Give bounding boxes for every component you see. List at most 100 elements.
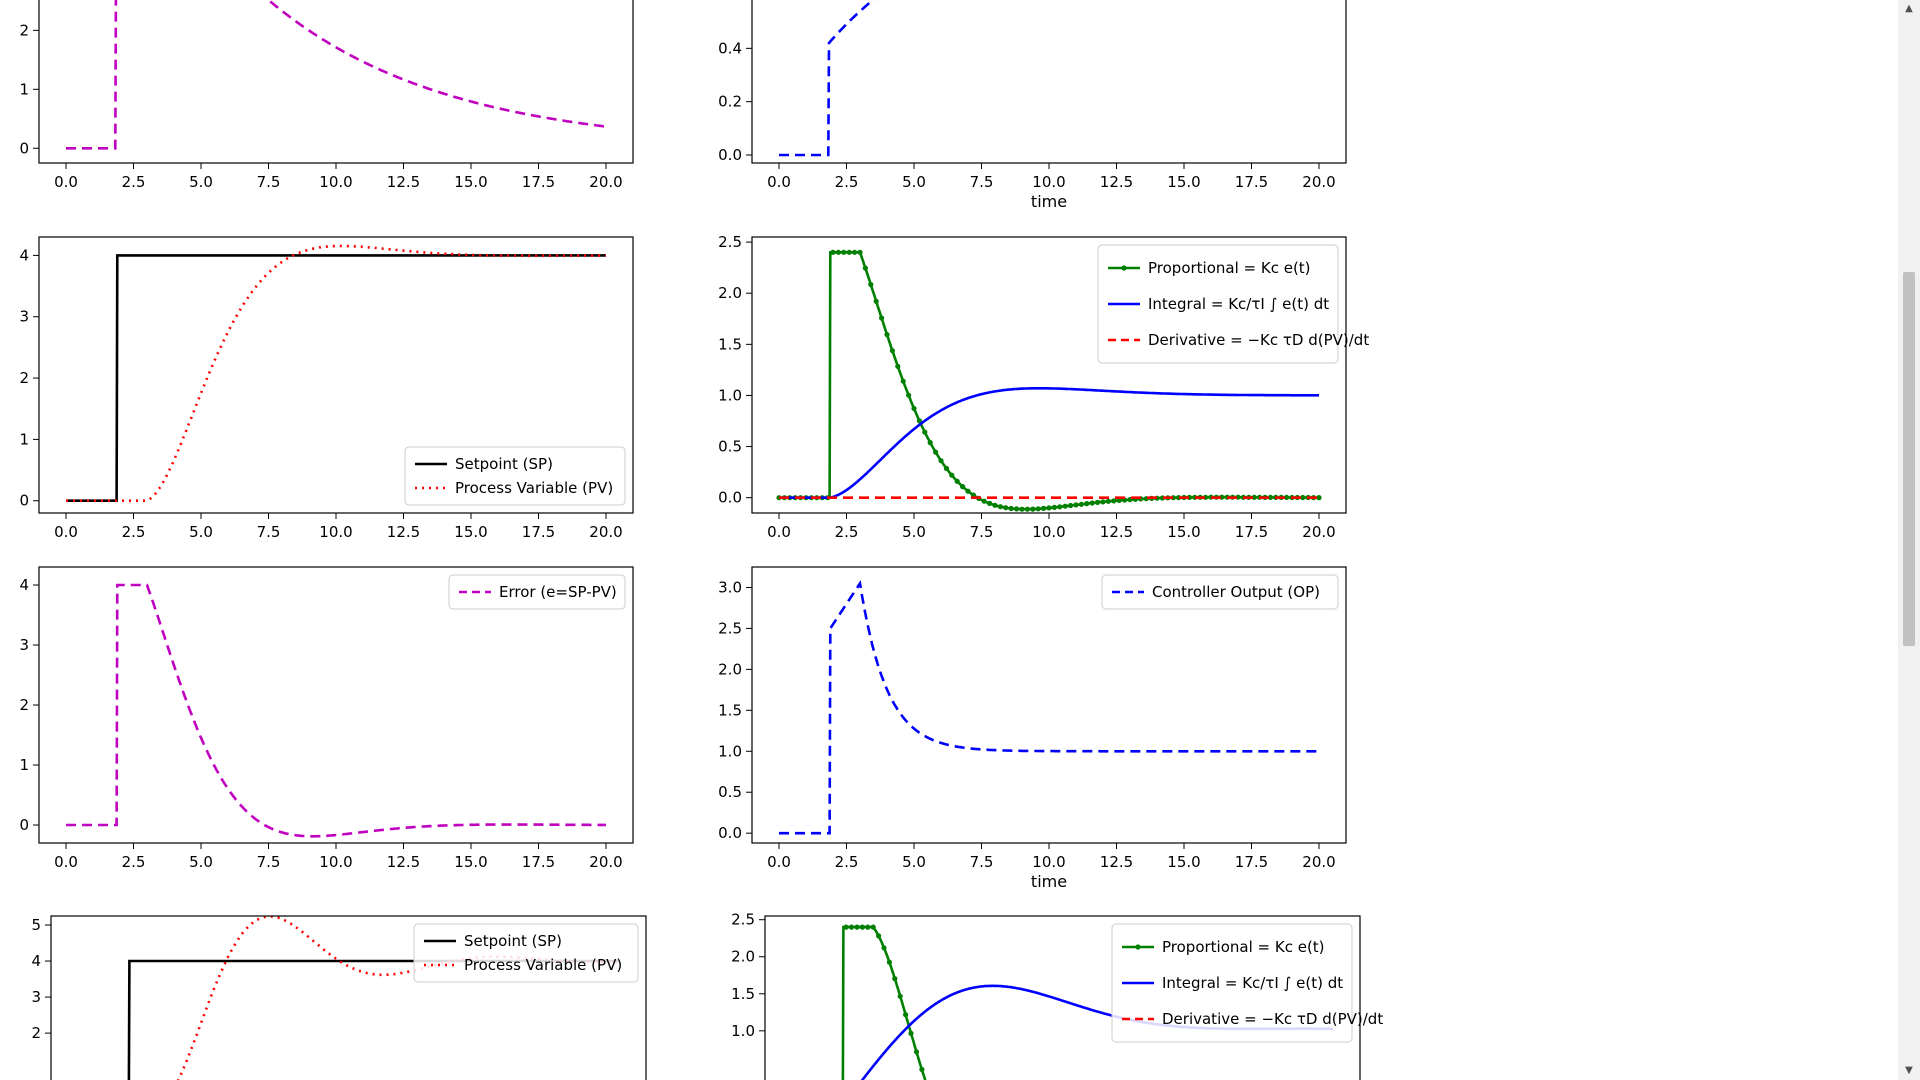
series-marker [854,924,860,930]
series-marker [981,498,987,504]
x-tick-label: 17.5 [1235,523,1268,541]
series-marker [1300,494,1306,501]
x-tick-label: 15.0 [1167,523,1200,541]
y-tick-label: 1.0 [718,742,742,760]
series-marker [870,924,876,930]
x-tick-label: 0.0 [54,853,78,871]
x-tick-label: 7.5 [970,173,994,191]
y-tick-label: 2.5 [718,233,742,251]
series-marker [1068,502,1074,509]
y-tick-label: 1.0 [718,386,742,404]
series-marker [997,504,1004,510]
series-marker [873,298,879,304]
series-marker [954,478,960,484]
x-tick-label: 17.5 [522,523,555,541]
series-marker [1111,498,1117,504]
y-tick-label: 2 [19,696,29,714]
legend-label: Proportional = Kc e(t) [1148,259,1311,277]
series-line-integral [779,387,1319,499]
series-marker [938,458,944,464]
series-marker [919,1066,925,1073]
series-marker [881,945,887,951]
series-marker [843,924,849,930]
chart-c8: 1.0 1.5 2.0 2.5 Proportional = Kc e(t) Integr… [731,911,1383,1080]
y-tick-label: 1.5 [718,701,742,719]
vertical-scrollbar[interactable]: ▲ ▼ [1898,0,1920,1080]
plot-area [66,0,607,150]
x-tick-label: 0.0 [54,523,78,541]
y-tick-label: 0 [19,816,29,834]
legend-box [413,923,639,983]
legend: Proportional = Kc e(t) Integral = Kc/τI ∫… [1097,244,1369,364]
plot-area [66,583,606,838]
axes-frame [751,0,1347,164]
series-marker [906,392,912,398]
x-tick-label: 17.5 [1235,173,1268,191]
legend-box [448,574,626,610]
series-marker [1046,505,1052,511]
y-tick-label: 2.0 [718,660,742,678]
y-tick-label: 1.0 [731,1022,755,1040]
series-marker [879,315,885,321]
series-marker [1024,506,1030,512]
series-marker [1062,503,1068,509]
y-tick-label: 1.5 [731,985,755,1003]
y-tick-label: 0.2 [718,93,742,111]
series-marker [857,249,863,255]
axes-frame [38,0,634,164]
series-marker [1095,499,1101,505]
series-marker [884,332,890,338]
series-marker [1019,506,1025,512]
x-axis-label: time [1031,192,1067,211]
x-tick-label: 0.0 [54,173,78,191]
scroll-thumb[interactable] [1903,272,1915,646]
series-line-controller-output-op- [779,580,1319,835]
y-tick-label: 2.0 [718,284,742,302]
x-tick-label: 0.0 [767,853,791,871]
x-tick-label: 10.0 [319,523,352,541]
legend-marker [1135,944,1141,950]
x-tick-label: 0.0 [767,173,791,191]
legend: Setpoint (SP) Process Variable (PV) [413,923,639,983]
x-tick-label: 2.5 [122,853,146,871]
x-tick-label: 15.0 [1167,173,1200,191]
series-marker [852,249,858,255]
series-marker [846,249,852,255]
scroll-up-arrow-icon[interactable]: ▲ [1905,3,1913,14]
series-marker [1051,504,1057,510]
x-axis-label: time [1031,872,1067,891]
series-marker [1089,500,1095,506]
series-marker [900,378,906,384]
legend-label: Derivative = −Kc τD d(PV)/dt [1162,1010,1383,1028]
axes-frame [50,915,647,1080]
chart-c3: 0.0 2.5 5.0 7.5 10.0 12.5 15.0 17.5 20.0 0 1 2 3 4 Set… [19,236,634,541]
y-tick-label: 0.0 [718,824,742,842]
legend-label: Integral = Kc/τI ∫ e(t) dt [1162,974,1343,992]
x-tick-label: 5.0 [902,523,926,541]
series-marker [865,924,871,930]
y-tick-label: 3 [31,988,41,1006]
series-marker [1003,505,1009,511]
legend-box [1101,574,1339,610]
y-tick-label: 0.5 [718,438,742,456]
x-tick-label: 5.0 [189,173,213,191]
series-marker [897,993,903,999]
series-marker [1057,504,1063,510]
plot-area [66,244,606,502]
x-tick-label: 20.0 [589,523,622,541]
x-tick-label: 12.5 [1100,523,1133,541]
x-tick-label: 17.5 [522,853,555,871]
scroll-down-arrow-icon[interactable]: ▼ [1905,1065,1913,1076]
series-marker [949,472,955,478]
legend-label: Integral = Kc/τI ∫ e(t) dt [1148,295,1329,313]
x-tick-label: 2.5 [835,173,859,191]
y-tick-label: 4 [19,576,29,594]
x-tick-label: 17.5 [522,173,555,191]
x-tick-label: 20.0 [589,173,622,191]
chart-c7: 2 3 4 5 Setpoint (SP) Process Variable (PV) [31,915,647,1080]
series-marker [1284,494,1290,500]
y-tick-label: 1.5 [718,335,742,353]
legend-label: Error (e=SP-PV) [499,583,617,601]
x-tick-label: 20.0 [1302,853,1335,871]
y-tick-label: 2.0 [731,948,755,966]
